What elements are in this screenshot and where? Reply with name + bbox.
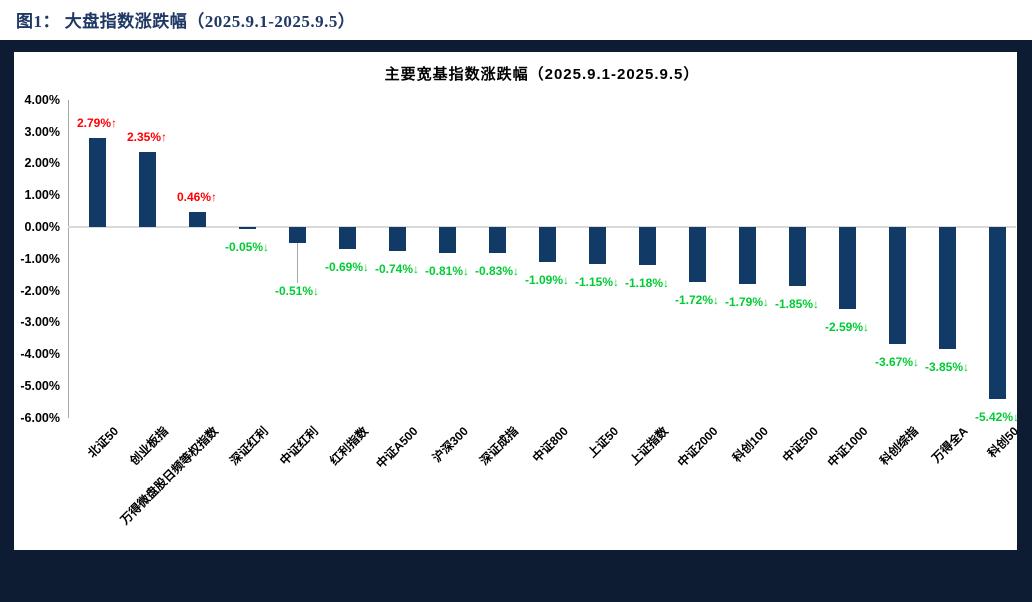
y-axis-tick: -2.00% — [20, 283, 60, 298]
y-axis-tick: 2.00% — [24, 156, 60, 171]
bar-科创100 — [738, 227, 756, 284]
bar-value-label: -1.85%↓ — [774, 296, 820, 311]
x-axis-label: 科创100 — [729, 424, 771, 466]
y-axis-tick: 0.00% — [24, 220, 60, 234]
x-axis-label: 深证成指 — [477, 424, 521, 468]
bar-中证800 — [538, 227, 556, 262]
bar-万得全A — [938, 227, 956, 350]
bar-创业板指 — [138, 152, 156, 227]
x-axis-label: 上证50 — [584, 424, 621, 461]
x-axis-label: 中证A500 — [373, 424, 421, 472]
y-axis-tick: -6.00% — [20, 410, 60, 425]
y-axis-tick: -1.00% — [20, 251, 60, 266]
y-axis-tick: 4.00% — [24, 92, 60, 107]
x-axis-label: 万得全A — [929, 424, 971, 466]
bar-上证50 — [588, 227, 606, 264]
x-axis-label: 红利指数 — [327, 424, 371, 468]
x-axis-label: 中证1000 — [825, 424, 871, 470]
bar-深证红利 — [238, 227, 256, 229]
y-axis-line — [68, 100, 69, 418]
y-axis-tick: 1.00% — [24, 188, 60, 203]
bar-上证指数 — [638, 227, 656, 265]
x-axis-label: 深证红利 — [227, 424, 271, 468]
bar-中证500 — [788, 227, 806, 286]
x-axis-label: 中证500 — [779, 424, 821, 466]
figure-frame: 主要宽基指数涨跌幅（2025.9.1-2025.9.5） 4.00% 3.00% 2… — [0, 40, 1032, 602]
x-axis-label: 科创50 — [984, 424, 1021, 461]
bar-value-label: -5.42%↓ — [974, 410, 1020, 425]
x-axis-label: 上证指数 — [627, 424, 671, 468]
y-axis-tick: -5.00% — [20, 379, 60, 393]
leader-line — [297, 243, 298, 284]
bar-中证2000 — [688, 227, 706, 282]
x-axis-label: 创业板指 — [127, 424, 171, 468]
bar-北证50 — [88, 138, 106, 227]
bar-value-label: 0.46%↑ — [176, 190, 218, 205]
x-axis-label: 中证800 — [529, 424, 571, 466]
bar-value-label: -1.79%↓ — [724, 294, 770, 309]
bar-value-label: -1.72%↓ — [674, 292, 720, 307]
x-axis-label: 中证红利 — [277, 424, 321, 468]
chart-area: 主要宽基指数涨跌幅（2025.9.1-2025.9.5） 4.00% 3.00% 2… — [14, 52, 1021, 550]
y-axis-tick: -3.00% — [20, 315, 60, 330]
bar-value-label: -0.69%↓ — [324, 259, 370, 274]
x-axis-label: 科创综指 — [877, 424, 921, 468]
bar-value-label: -0.74%↓ — [374, 261, 420, 276]
bar-value-label: -3.85%↓ — [924, 360, 970, 375]
bar-value-label: -0.81%↓ — [424, 263, 470, 278]
bar-中证1000 — [838, 227, 856, 310]
bar-中证A500 — [388, 227, 406, 251]
bar-value-label: -1.09%↓ — [524, 272, 570, 287]
bar-value-label: -0.83%↓ — [474, 264, 520, 279]
bar-value-label: 2.79%↑ — [76, 116, 118, 131]
bar-深证成指 — [488, 227, 506, 254]
bar-value-label: -1.15%↓ — [574, 274, 620, 289]
x-axis-label: 北证50 — [84, 424, 121, 461]
x-axis-label: 万得微盘股日频等权指数 — [117, 424, 221, 528]
bar-value-label: -2.59%↓ — [824, 320, 870, 335]
bar-value-label: -1.18%↓ — [624, 275, 670, 290]
bar-红利指数 — [338, 227, 356, 249]
x-axis-label: 中证2000 — [675, 424, 721, 470]
bar-中证红利 — [288, 227, 306, 244]
bar-万得微盘股日频等权指数 — [188, 212, 206, 227]
bar-沪深300 — [438, 227, 456, 253]
bar-value-label: -3.67%↓ — [874, 354, 920, 369]
y-axis-tick: -4.00% — [20, 347, 60, 362]
bar-科创50 — [988, 227, 1006, 400]
bar-value-label: -0.51%↓ — [274, 284, 320, 299]
chart-title: 主要宽基指数涨跌幅（2025.9.1-2025.9.5） — [384, 66, 700, 83]
x-axis-label: 沪深300 — [429, 424, 471, 466]
bar-科创综指 — [888, 227, 906, 344]
bar-value-label: 2.35%↑ — [126, 130, 168, 145]
figure-caption: 图1： 大盘指数涨跌幅（2025.9.1-2025.9.5） — [16, 12, 356, 31]
y-axis-tick: 3.00% — [24, 124, 60, 139]
bar-value-label: -0.05%↓ — [224, 240, 270, 254]
